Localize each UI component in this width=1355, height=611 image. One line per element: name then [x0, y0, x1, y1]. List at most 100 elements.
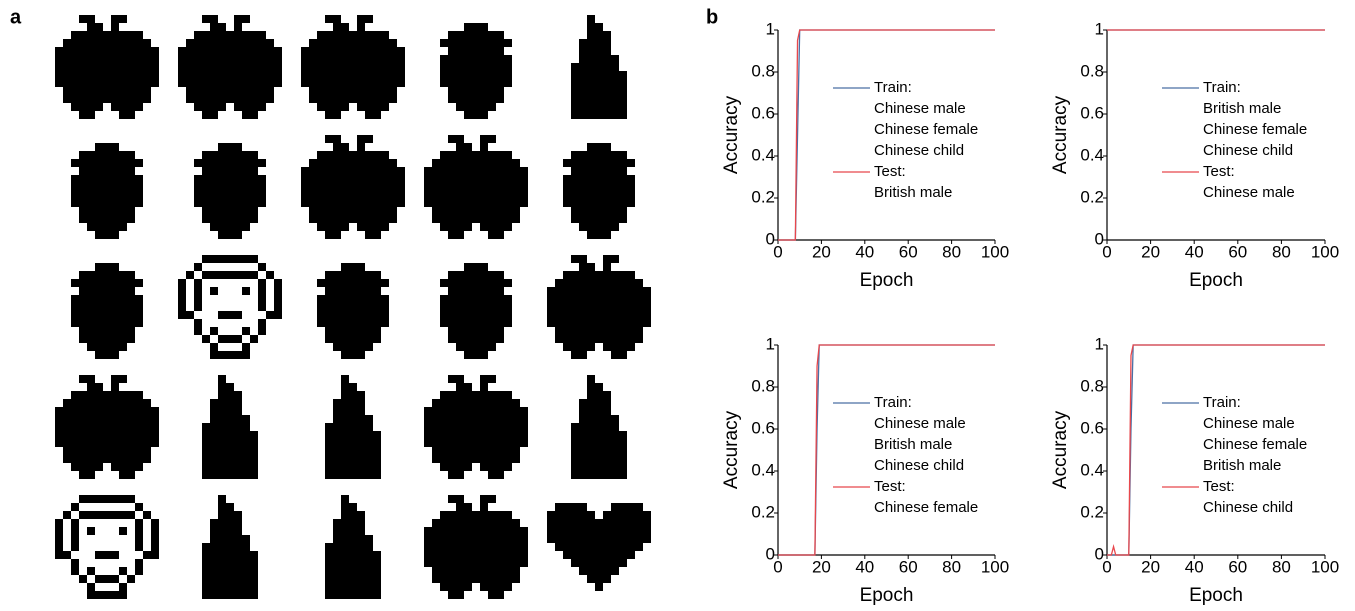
x-tick-label: 100: [1311, 242, 1339, 261]
x-tick-label: 0: [1102, 242, 1111, 261]
x-tick-label: 60: [1228, 242, 1247, 261]
x-tick-label: 0: [773, 242, 782, 261]
x-tick-label: 100: [981, 242, 1009, 261]
pixel-icon: [202, 495, 258, 599]
legend-label: Train:: [874, 79, 912, 96]
pixel-icon: [178, 255, 282, 359]
y-tick-label: 1: [1095, 19, 1104, 38]
x-tick-label: 60: [899, 557, 918, 576]
legend-label: Test:: [1203, 478, 1235, 495]
pixel-icon: [424, 375, 528, 479]
x-axis-label: Epoch: [860, 585, 914, 606]
data-line: [778, 29, 995, 241]
y-tick-label: 0: [1095, 229, 1104, 248]
x-tick-label: 40: [1185, 242, 1204, 261]
data-line: [1107, 344, 1325, 556]
pixel-icon: [194, 143, 266, 239]
x-tick-label: 40: [855, 242, 874, 261]
legend-label: Chinese male: [1203, 184, 1295, 201]
x-tick-label: 60: [899, 242, 918, 261]
legend-label: British male: [1203, 100, 1281, 117]
x-axis-label: Epoch: [1189, 585, 1243, 606]
x-tick-label: 0: [1102, 557, 1111, 576]
y-tick-label: 0: [766, 544, 775, 563]
pixel-icon: [301, 15, 405, 119]
pixel-icon: [55, 375, 159, 479]
y-tick-label: 0.8: [751, 61, 775, 80]
x-tick-label: 20: [812, 242, 831, 261]
pixel-icon: [547, 503, 651, 591]
legend-label: Train:: [874, 394, 912, 411]
pixel-icon: [202, 375, 258, 479]
legend-label: Train:: [1203, 79, 1241, 96]
y-tick-label: 0.4: [751, 145, 775, 164]
y-tick-label: 1: [766, 334, 775, 353]
legend-label: British male: [874, 184, 952, 201]
x-tick-label: 40: [1185, 557, 1204, 576]
legend-label: Test:: [874, 478, 906, 495]
y-tick-label: 1: [1095, 334, 1104, 353]
legend-label: Chinese female: [1203, 436, 1307, 453]
legend-label: Chinese child: [1203, 142, 1293, 159]
x-tick-label: 0: [773, 557, 782, 576]
y-tick-label: 0.8: [1080, 61, 1104, 80]
y-tick-label: 0.4: [1080, 145, 1104, 164]
y-tick-label: 0.6: [751, 103, 775, 122]
y-tick-label: 0.2: [1080, 502, 1104, 521]
x-tick-label: 80: [942, 557, 961, 576]
y-tick-label: 0: [766, 229, 775, 248]
panel-label: a: [10, 6, 22, 28]
pixel-icon: [178, 15, 282, 119]
x-tick-label: 80: [1272, 557, 1291, 576]
x-tick-label: 60: [1228, 557, 1247, 576]
legend-label: Test:: [1203, 163, 1235, 180]
y-tick-label: 0.6: [1080, 418, 1104, 437]
x-tick-label: 80: [1272, 242, 1291, 261]
pixel-icon: [440, 263, 512, 359]
y-tick-label: 0.2: [751, 187, 775, 206]
legend-label: Chinese female: [874, 121, 978, 138]
y-axis-label: Accuracy: [721, 410, 742, 489]
legend-label: Chinese child: [1203, 499, 1293, 516]
x-axis-label: Epoch: [860, 270, 914, 291]
pixel-icon: [301, 135, 405, 239]
pixel-icon: [571, 15, 627, 119]
legend-label: Train:: [1203, 394, 1241, 411]
y-tick-label: 0.4: [751, 460, 775, 479]
y-tick-label: 0.6: [751, 418, 775, 437]
panel-label: b: [706, 6, 718, 28]
x-tick-label: 20: [1141, 557, 1160, 576]
pixel-icon: [71, 263, 143, 359]
legend-label: British male: [874, 436, 952, 453]
y-tick-label: 1: [766, 19, 775, 38]
pixel-icon: [440, 23, 512, 119]
y-axis-label: Accuracy: [1050, 410, 1071, 489]
legend-label: Chinese male: [874, 415, 966, 432]
x-tick-label: 80: [942, 242, 961, 261]
x-tick-label: 20: [812, 557, 831, 576]
legend-label: Chinese male: [1203, 415, 1295, 432]
y-axis-label: Accuracy: [721, 95, 742, 174]
pixel-icon: [424, 495, 528, 599]
x-tick-label: 100: [981, 557, 1009, 576]
x-tick-label: 100: [1311, 557, 1339, 576]
x-tick-label: 40: [855, 557, 874, 576]
legend-label: Chinese female: [1203, 121, 1307, 138]
legend-label: Chinese child: [874, 457, 964, 474]
y-tick-label: 0: [1095, 544, 1104, 563]
legend-label: British male: [1203, 457, 1281, 474]
pixel-icon: [55, 495, 159, 599]
y-tick-label: 0.2: [751, 502, 775, 521]
legend-label: Chinese male: [874, 100, 966, 117]
y-tick-label: 0.8: [751, 376, 775, 395]
y-axis-label: Accuracy: [1050, 95, 1071, 174]
y-tick-label: 0.6: [1080, 103, 1104, 122]
pixel-icon: [571, 375, 627, 479]
y-tick-label: 0.8: [1080, 376, 1104, 395]
icon-grid: [55, 15, 651, 599]
y-tick-label: 0.2: [1080, 187, 1104, 206]
y-tick-label: 0.4: [1080, 460, 1104, 479]
legend-label: Chinese female: [874, 499, 978, 516]
pixel-icon: [325, 495, 381, 599]
